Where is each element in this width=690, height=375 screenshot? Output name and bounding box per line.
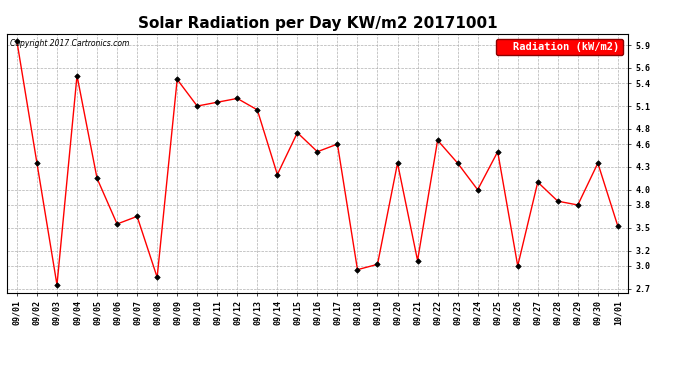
Text: Copyright 2017 Cartronics.com: Copyright 2017 Cartronics.com — [10, 39, 130, 48]
Title: Solar Radiation per Day KW/m2 20171001: Solar Radiation per Day KW/m2 20171001 — [137, 16, 497, 31]
Legend: Radiation (kW/m2): Radiation (kW/m2) — [495, 39, 622, 55]
